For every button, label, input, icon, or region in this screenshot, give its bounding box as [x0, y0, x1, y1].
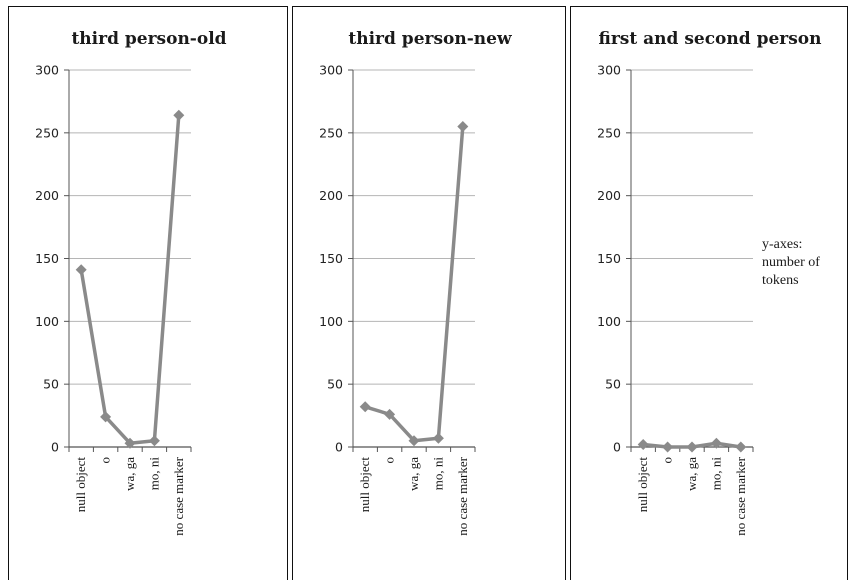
series-line — [79, 115, 181, 445]
line-chart-third-person-old: third person-old 0 50 100 150 200 250 300 null o… — [35, 29, 227, 536]
x-category-label: null object — [357, 457, 372, 513]
y-tick-label: 300 — [319, 63, 343, 78]
y-tick-label: 250 — [35, 125, 59, 140]
y-tick-label: 300 — [597, 63, 621, 78]
data-point-marker — [173, 109, 185, 121]
x-category-label: mo, ni — [146, 457, 161, 491]
data-point-marker — [100, 411, 112, 423]
chart-panel-third-person-new: third person-new 0 50 100 150 200 250 300 null o… — [292, 6, 566, 580]
data-point-marker — [408, 435, 420, 447]
x-category-label: o — [98, 457, 113, 464]
chart-panel-first-second-person: first and second person 0 50 100 150 200 250 30… — [570, 6, 848, 580]
data-point-marker — [710, 437, 722, 449]
y-tick-label: 50 — [43, 377, 59, 392]
x-category-label: null object — [635, 457, 650, 513]
x-category-label: wa, ga — [122, 457, 137, 491]
y-tick-label: 300 — [35, 63, 59, 78]
y-tick-label: 200 — [319, 188, 343, 203]
x-category-label: no case marker — [455, 456, 470, 535]
y-tick-label: 50 — [327, 377, 343, 392]
chart-panel-third-person-old: third person-old 0 50 100 150 200 250 300 null o… — [8, 6, 288, 580]
line-chart-first-second-person: first and second person 0 50 100 150 200 250 30… — [597, 29, 821, 536]
data-point-marker — [637, 438, 649, 450]
x-category-label: o — [382, 457, 397, 464]
data-point-marker — [75, 264, 87, 276]
x-category-label: null object — [73, 457, 88, 513]
x-category-label: mo, ni — [430, 457, 445, 491]
data-point-marker — [148, 435, 160, 447]
y-tick-label: 100 — [35, 314, 59, 329]
y-tick-label: 0 — [613, 440, 621, 455]
chart-title: third person-old — [71, 29, 226, 49]
x-category-label: o — [660, 457, 675, 464]
x-category-label: no case marker — [171, 456, 186, 535]
x-category-label: wa, ga — [684, 457, 699, 491]
x-category-label: wa, ga — [406, 457, 421, 491]
y-axis-note: y-axes: number of tokens — [762, 237, 820, 288]
y-tick-label: 200 — [35, 188, 59, 203]
data-point-marker — [662, 441, 674, 453]
y-tick-label: 50 — [605, 377, 621, 392]
y-tick-label: 100 — [597, 314, 621, 329]
data-point-marker — [457, 121, 469, 133]
x-category-label: no case marker — [733, 456, 748, 535]
y-tick-label: 0 — [335, 440, 343, 455]
chart-title: third person-new — [348, 29, 512, 49]
y-tick-label: 0 — [51, 440, 59, 455]
data-point-marker — [359, 401, 371, 413]
y-tick-label: 150 — [319, 251, 343, 266]
y-tick-label: 250 — [597, 125, 621, 140]
data-point-marker — [735, 441, 747, 453]
y-tick-label: 100 — [319, 314, 343, 329]
y-tick-label: 250 — [319, 125, 343, 140]
data-point-marker — [686, 441, 698, 453]
data-point-marker — [384, 408, 396, 420]
line-chart-third-person-new: third person-new 0 50 100 150 200 250 300 null o… — [319, 29, 512, 536]
data-point-marker — [432, 432, 444, 444]
x-category-label: mo, ni — [708, 457, 723, 491]
chart-title: first and second person — [598, 29, 821, 49]
y-tick-label: 200 — [597, 188, 621, 203]
y-tick-label: 150 — [35, 251, 59, 266]
series-line — [364, 126, 465, 443]
y-tick-label: 150 — [597, 251, 621, 266]
data-point-marker — [124, 437, 136, 449]
